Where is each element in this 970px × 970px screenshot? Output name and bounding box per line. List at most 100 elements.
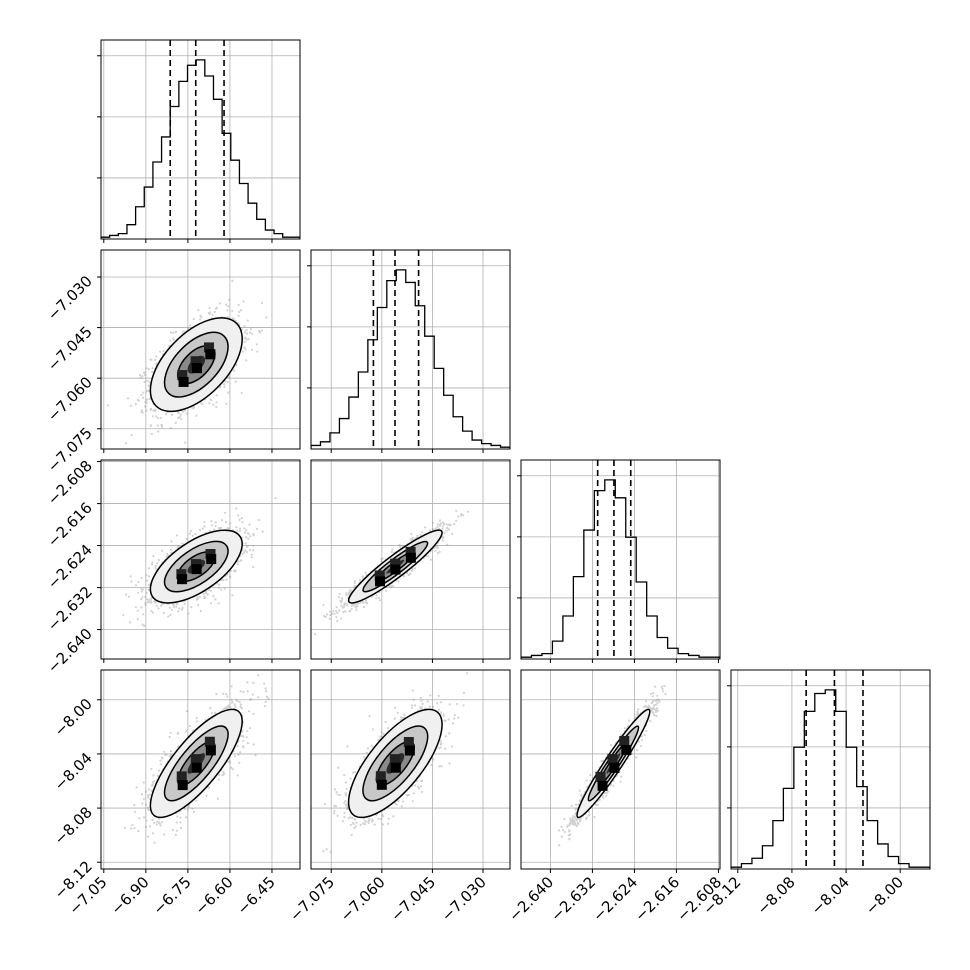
panel-3-3 bbox=[727, 669, 931, 873]
density-peak bbox=[204, 342, 215, 353]
density-peak bbox=[177, 574, 188, 585]
y-tick-label: −2.640 bbox=[44, 625, 96, 677]
y-tick-label: −2.616 bbox=[44, 499, 96, 551]
hist-bar bbox=[205, 76, 214, 239]
hist-bar bbox=[434, 368, 443, 449]
hist-bar bbox=[752, 858, 762, 869]
density-peak bbox=[595, 771, 606, 782]
hist-bar bbox=[179, 81, 188, 239]
density-peak bbox=[374, 570, 385, 581]
density-peak bbox=[204, 736, 215, 747]
density-peak bbox=[176, 569, 187, 580]
hist-bar bbox=[118, 234, 127, 239]
hist-bar bbox=[647, 616, 657, 659]
panel-1-0 bbox=[97, 249, 301, 453]
hist-bar bbox=[368, 340, 377, 449]
hist-bar bbox=[573, 577, 583, 659]
hist-bar bbox=[463, 431, 472, 449]
hist-bar bbox=[162, 137, 171, 239]
hist-bar bbox=[188, 65, 197, 239]
density-peak bbox=[403, 737, 414, 748]
density-peak bbox=[405, 552, 416, 563]
histogram-step bbox=[731, 689, 930, 869]
hist-bar bbox=[213, 99, 222, 239]
density-peak bbox=[404, 745, 415, 756]
density-peak bbox=[405, 546, 416, 557]
panel-3-0 bbox=[97, 669, 301, 873]
panel-frame bbox=[730, 669, 931, 870]
panel-frame bbox=[520, 669, 721, 870]
scatter-group bbox=[322, 672, 469, 853]
x-tick-label: −2.616 bbox=[631, 873, 683, 925]
density-peak bbox=[390, 564, 401, 575]
panel-frame bbox=[310, 249, 511, 450]
panel-frame bbox=[100, 39, 301, 240]
y-tick-label: −8.04 bbox=[51, 749, 96, 794]
scatter-group bbox=[313, 509, 470, 636]
hist-bar bbox=[878, 844, 888, 869]
x-tick-label: −2.624 bbox=[589, 873, 641, 925]
panel-frame bbox=[520, 459, 721, 660]
panel-2-0 bbox=[97, 459, 301, 663]
panel-frame bbox=[310, 669, 511, 870]
histogram-step bbox=[311, 269, 510, 449]
hist-bar bbox=[762, 846, 772, 869]
density-peak bbox=[190, 559, 201, 570]
hist-bar bbox=[815, 693, 825, 869]
hist-bar bbox=[406, 282, 415, 449]
hist-bar bbox=[552, 641, 562, 659]
density-peak bbox=[607, 753, 618, 764]
scatter-group bbox=[122, 497, 277, 627]
y-tick-label: −2.632 bbox=[44, 583, 96, 635]
x-tick-label: −6.90 bbox=[107, 873, 152, 918]
hist-bar bbox=[594, 491, 604, 659]
hist-bar bbox=[153, 162, 162, 239]
y-tick-label: −7.030 bbox=[44, 272, 96, 324]
scatter-group bbox=[558, 684, 667, 847]
hist-bar bbox=[836, 711, 846, 869]
scatter-group bbox=[106, 279, 268, 445]
panels: −7.075−7.060−7.045−7.030−2.640−2.632−2.6… bbox=[44, 39, 931, 925]
y-tick-label: −8.00 bbox=[51, 695, 96, 740]
density-peak bbox=[621, 744, 632, 755]
density-peak bbox=[191, 762, 202, 773]
density-peak bbox=[375, 576, 386, 587]
density-peak bbox=[177, 370, 188, 381]
density-peak bbox=[178, 376, 189, 387]
density-peak bbox=[206, 554, 217, 565]
panel-0-0 bbox=[97, 39, 301, 243]
x-tick-label: −2.632 bbox=[547, 873, 599, 925]
x-tick-label: −6.75 bbox=[149, 873, 194, 918]
x-tick-label: −7.045 bbox=[387, 873, 439, 925]
scatter-group bbox=[124, 674, 270, 844]
hist-bar bbox=[239, 183, 248, 239]
hist-bar bbox=[339, 419, 348, 449]
hist-bar bbox=[741, 864, 751, 869]
histogram-step bbox=[101, 59, 300, 239]
density-peak bbox=[619, 735, 630, 746]
y-tick-label: −2.624 bbox=[44, 541, 96, 593]
hist-bar bbox=[615, 498, 625, 659]
hist-bar bbox=[453, 417, 462, 449]
hist-bar bbox=[320, 442, 329, 449]
density-peak bbox=[597, 780, 608, 791]
density-peak bbox=[177, 780, 188, 791]
hist-bar bbox=[657, 638, 667, 659]
hist-bar bbox=[888, 856, 898, 869]
hist-bar bbox=[678, 654, 688, 659]
x-tick-label: −8.04 bbox=[808, 873, 853, 918]
hist-bar bbox=[444, 395, 453, 449]
density-peak bbox=[191, 363, 202, 374]
x-tick-label: −2.640 bbox=[505, 873, 557, 925]
density-peak bbox=[205, 745, 216, 756]
hist-bar bbox=[867, 821, 877, 869]
panel-3-1 bbox=[310, 669, 511, 873]
panel-frame bbox=[100, 669, 301, 870]
panel-2-2 bbox=[517, 459, 721, 663]
hist-bar bbox=[274, 234, 283, 239]
x-tick-label: −8.00 bbox=[862, 873, 907, 918]
hist-bar bbox=[349, 397, 358, 449]
y-tick-label: −7.045 bbox=[44, 323, 96, 375]
density-peak bbox=[376, 779, 387, 790]
